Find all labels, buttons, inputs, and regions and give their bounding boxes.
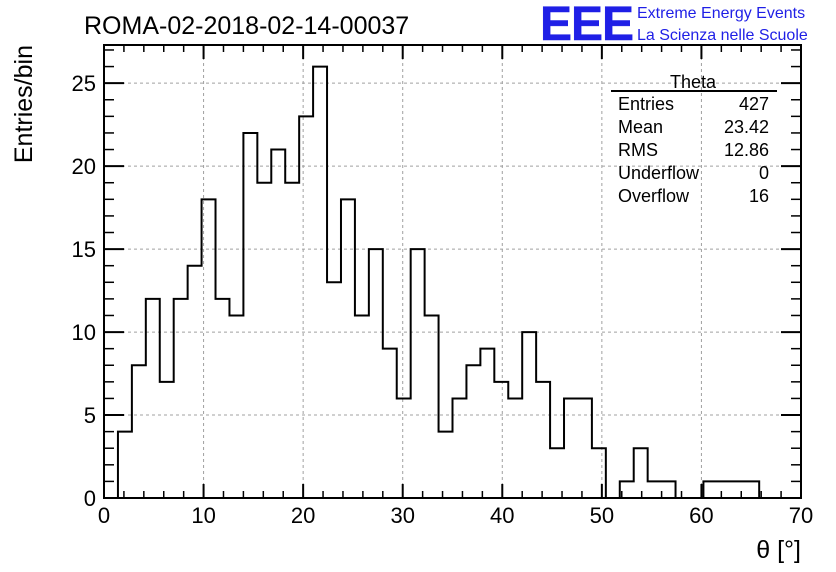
chart-title: ROMA-02-2018-02-14-00037 xyxy=(84,12,409,40)
stats-row-value: 12.86 xyxy=(724,140,769,160)
x-axis-label: θ [°] xyxy=(756,536,801,564)
eee-logo: EEE Extreme Energy Events La Scienza nel… xyxy=(540,0,808,51)
x-tick-label: 70 xyxy=(789,503,813,528)
x-tick-label: 30 xyxy=(390,503,414,528)
stats-row-label: Mean xyxy=(618,117,663,137)
stats-row-value: 23.42 xyxy=(724,117,769,137)
stats-box-title: Theta xyxy=(670,72,717,92)
stats-row-label: RMS xyxy=(618,140,658,160)
stats-row-value: 16 xyxy=(749,186,769,206)
axis-tick-labels: 0 10 20 30 40 50 60 70 0 5 10 15 20 25 xyxy=(72,71,814,528)
stats-row-value: 0 xyxy=(759,163,769,183)
y-tick-label: 10 xyxy=(72,320,96,345)
stats-row-label: Underflow xyxy=(618,163,700,183)
logo-line-1: Extreme Energy Events xyxy=(637,5,805,22)
y-tick-label: 25 xyxy=(72,71,96,96)
stats-row-value: 427 xyxy=(739,94,769,114)
eee-logo-mark: EEE xyxy=(540,0,633,51)
x-tick-label: 60 xyxy=(689,503,713,528)
logo-line-2: La Scienza nelle Scuole xyxy=(637,27,808,44)
axis-ticks xyxy=(103,45,802,499)
histogram-step-line xyxy=(104,65,801,499)
y-tick-label: 0 xyxy=(84,486,96,511)
x-tick-label: 20 xyxy=(291,503,315,528)
x-tick-label: 40 xyxy=(490,503,514,528)
x-tick-label: 0 xyxy=(98,503,110,528)
y-axis-label: Entries/bin xyxy=(10,45,38,163)
x-tick-label: 10 xyxy=(191,503,215,528)
x-tick-label: 50 xyxy=(590,503,614,528)
y-tick-label: 15 xyxy=(72,237,96,262)
stats-row-label: Overflow xyxy=(618,186,690,206)
y-tick-label: 5 xyxy=(84,403,96,428)
stats-box: Theta Entries 427 Mean 23.42 RMS 12.86 Underfl… xyxy=(611,72,777,206)
stats-row-label: Entries xyxy=(618,94,674,114)
y-tick-label: 20 xyxy=(72,154,96,179)
plot-frame xyxy=(103,44,802,499)
